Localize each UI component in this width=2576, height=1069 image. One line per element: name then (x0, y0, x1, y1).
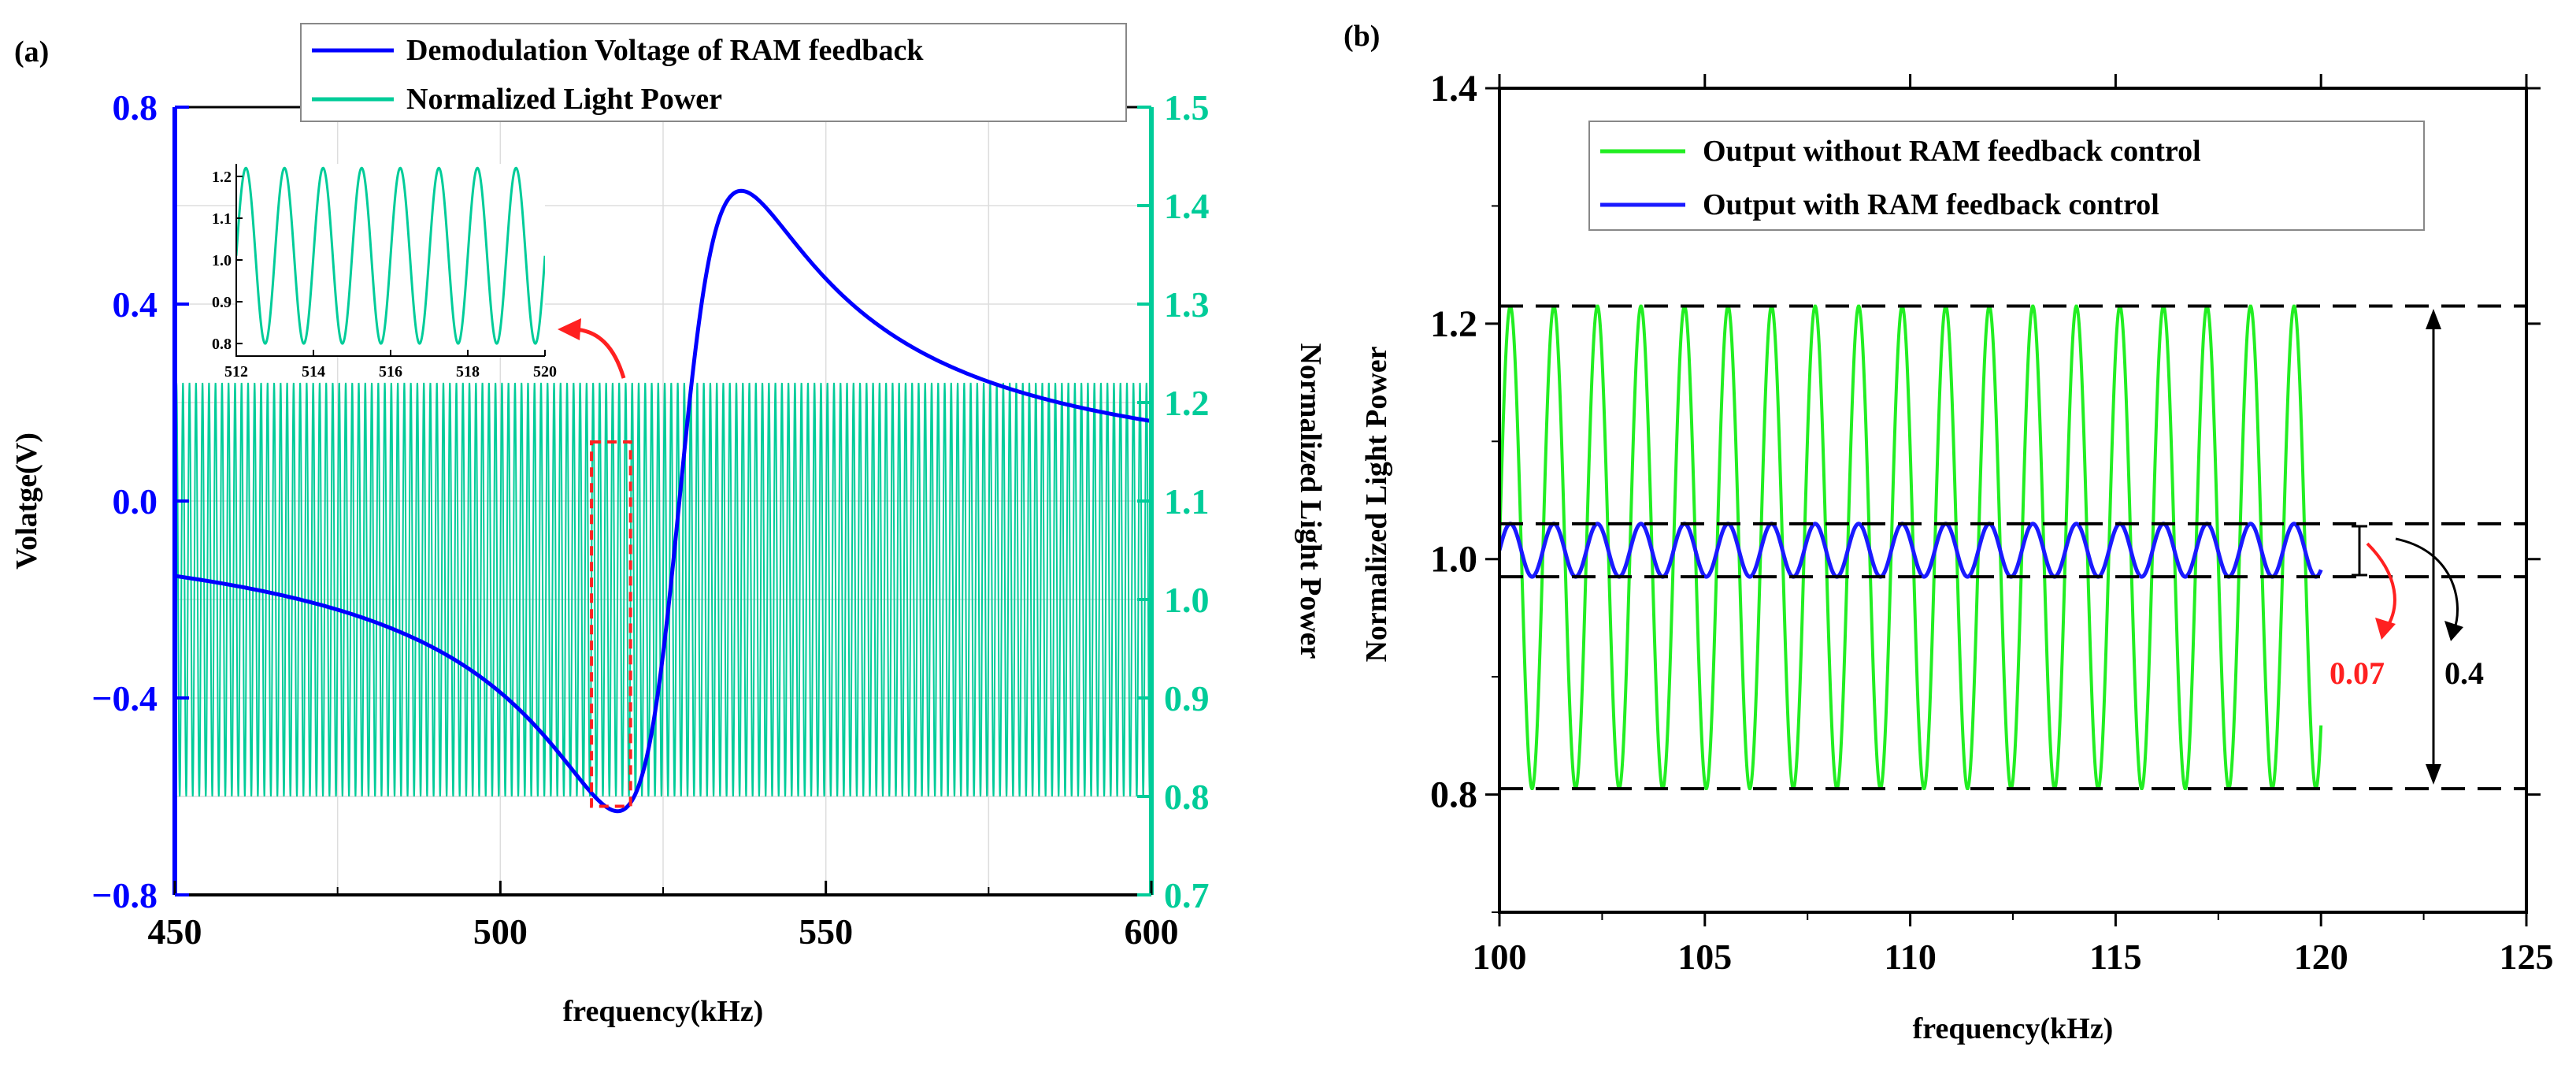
b-x-tick-label: 125 (2500, 937, 2554, 977)
inset-x-tick-label: 512 (224, 363, 248, 380)
y-tick-label: 0.4 (113, 284, 158, 325)
panel-b: (b) 100 105 110 115 120 125 0.8 1.0 1.2 1.4 freq… (1344, 20, 2554, 1045)
y2-tick-label: 0.7 (1164, 875, 1210, 915)
legend-voltage-label: Demodulation Voltage of RAM feedback (406, 34, 924, 67)
x-tick-label: 450 (148, 911, 202, 952)
y2-tick-label: 1.1 (1164, 481, 1210, 522)
ripple-annotation-large: 0.4 (2395, 309, 2484, 785)
x-tick-label: 500 (473, 911, 528, 952)
panel-b-y-ticks: 0.8 1.0 1.2 1.4 (1430, 68, 2541, 913)
panel-a-y-ticks: −0.8 −0.4 0.0 0.4 0.8 (91, 87, 189, 915)
inset-y-tick-label: 1.0 (212, 252, 232, 269)
light-power-series (175, 382, 1151, 797)
inset-y-tick-label: 1.2 (212, 169, 232, 186)
zoom-arrowhead (558, 318, 581, 340)
panel-a-label: (a) (14, 35, 49, 69)
inset-y-tick-label: 0.8 (212, 336, 232, 353)
panel-a: (a) 512 514 516 518 520 0.8 0.9 1.0 1.1 1.2 450 5… (10, 23, 1327, 1028)
inset-light-power-line (236, 166, 545, 345)
inset-x-ticks: 512 514 516 518 520 (224, 350, 557, 380)
panel-a-y2-ticks: 0.7 0.8 0.9 1.0 1.1 1.2 1.3 1.4 1.5 (1137, 87, 1210, 915)
y-tick-label: −0.4 (91, 678, 158, 718)
inset-y-tick-label: 1.1 (212, 210, 232, 228)
zoom-arrow (574, 327, 626, 379)
panel-b-x-axis-title: frequency(kHz) (1913, 1012, 2114, 1045)
green-output-line (1499, 304, 2323, 790)
b-x-tick-label: 100 (1473, 937, 1527, 977)
y2-tick-label: 0.8 (1164, 777, 1210, 817)
voltage-line (175, 188, 1151, 814)
blue-output-line (1499, 522, 2323, 579)
panel-a-x-ticks: 450 500 550 600 (148, 881, 1179, 952)
output-without-feedback-series (1499, 304, 2323, 790)
b-y-tick-label: 1.4 (1430, 68, 1477, 109)
inset-x-tick-label: 520 (533, 363, 557, 380)
y-tick-label: 0.0 (113, 481, 158, 522)
b-y-tick-label: 0.8 (1430, 774, 1477, 816)
y-tick-label: −0.8 (91, 875, 158, 915)
zoom-region-box (590, 440, 632, 808)
y2-tick-label: 1.3 (1164, 284, 1210, 325)
panel-a-y-axis-title: Volatge(V) (10, 432, 43, 570)
legend-green-label: Output without RAM feedback control (1703, 135, 2201, 168)
inset-y-tick-label: 0.9 (212, 294, 232, 311)
ripple-annotation-small: 0.07 (2330, 525, 2396, 691)
inset-x-tick-label: 514 (302, 363, 325, 380)
panel-b-x-ticks: 100 105 110 115 120 125 (1473, 74, 2554, 977)
y2-tick-label: 1.0 (1164, 580, 1210, 620)
panel-b-legend: Output without RAM feedback control Outp… (1588, 121, 2425, 231)
panel-b-label: (b) (1344, 20, 1380, 53)
x-tick-label: 550 (799, 911, 853, 952)
y2-tick-label: 1.5 (1164, 87, 1210, 128)
b-x-tick-label: 105 (1677, 937, 1732, 977)
y2-tick-label: 1.4 (1164, 186, 1210, 226)
b-x-tick-label: 115 (2089, 937, 2141, 977)
reference-dashed-lines (1499, 304, 2526, 791)
inset-x-tick-label: 518 (456, 363, 480, 380)
b-y-tick-label: 1.2 (1430, 303, 1477, 345)
b-y-tick-label: 1.0 (1430, 539, 1477, 581)
inset-light-power-series (236, 166, 545, 345)
light-power-line (175, 382, 1151, 797)
ripple-without-feedback-label: 0.4 (2444, 655, 2484, 691)
b-x-tick-label: 120 (2294, 937, 2348, 977)
panel-a-x-axis-title: frequency(kHz) (563, 995, 764, 1028)
ripple-with-feedback-label: 0.07 (2330, 655, 2385, 691)
inset-plot: 512 514 516 518 520 0.8 0.9 1.0 1.1 1.2 (212, 164, 557, 380)
inset-y-ticks: 0.8 0.9 1.0 1.1 1.2 (212, 169, 243, 353)
output-with-feedback-series (1499, 522, 2323, 579)
legend-light-label: Normalized Light Power (406, 83, 722, 116)
panel-b-y-axis-title: Normalized Light Power (1360, 346, 1393, 662)
demodulation-voltage-series (175, 188, 1151, 814)
b-x-tick-label: 110 (1884, 937, 1936, 977)
x-tick-label: 600 (1125, 911, 1179, 952)
panel-a-y2-axis-title: Normalized Light Power (1294, 343, 1327, 659)
panel-a-legend: Demodulation Voltage of RAM feedback Nor… (300, 23, 1127, 122)
legend-blue-label: Output with RAM feedback control (1703, 188, 2159, 221)
y-tick-label: 0.8 (113, 87, 158, 128)
y2-tick-label: 1.2 (1164, 383, 1210, 423)
y2-tick-label: 0.9 (1164, 678, 1210, 718)
inset-x-tick-label: 516 (379, 363, 402, 380)
